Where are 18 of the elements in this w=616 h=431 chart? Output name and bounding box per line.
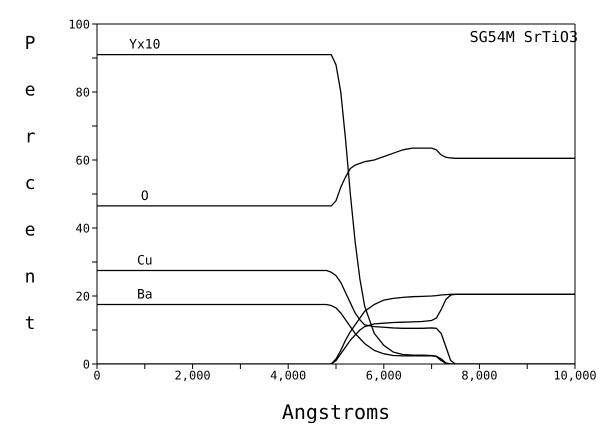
series-label: O <box>140 188 149 204</box>
series-label: Yx10 <box>129 38 160 53</box>
y-tick-label: 40 <box>76 221 90 236</box>
series-label: Cu <box>136 254 153 268</box>
series-label: Ba <box>136 288 153 302</box>
x-tick-label: 6,000 <box>366 368 402 383</box>
x-tick-label: 4,000 <box>270 368 306 383</box>
x-axis-title: Angstroms <box>282 400 390 424</box>
x-tick-label: 10,000 <box>553 368 597 383</box>
x-tick-label: 8,000 <box>461 368 498 383</box>
y-tick-label: 80 <box>76 85 90 100</box>
x-tick-label: 0 <box>93 368 101 383</box>
x-tick-label: 2,000 <box>174 368 211 383</box>
y-tick-label: 20 <box>76 289 90 304</box>
y-tick-label: 0 <box>82 357 90 372</box>
y-tick-label: 60 <box>76 153 90 168</box>
y-tick-label: 100 <box>68 17 90 32</box>
text: Percent <box>24 33 36 334</box>
